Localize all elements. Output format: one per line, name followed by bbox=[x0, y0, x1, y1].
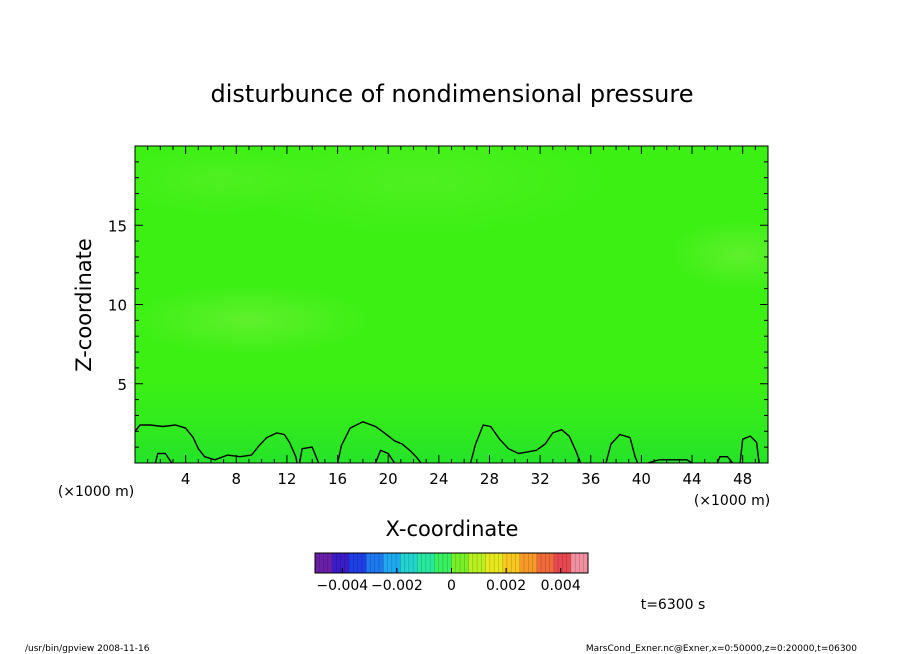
x-tick-label: 12 bbox=[277, 470, 296, 488]
colorbar-tick-labels: −0.004 −0.002 0 0.002 0.004 bbox=[316, 568, 581, 594]
colorbar bbox=[314, 552, 589, 574]
colorbar-swatch bbox=[553, 553, 572, 573]
x-tick-label: 32 bbox=[531, 470, 550, 488]
colorbar-swatch bbox=[366, 553, 384, 573]
colorbar-swatch bbox=[349, 553, 367, 573]
colorbar-swatch bbox=[502, 553, 521, 573]
contour-line bbox=[298, 446, 320, 463]
colorbar-swatch bbox=[434, 553, 452, 573]
y-axis-label: Z-coordinate bbox=[72, 238, 96, 372]
x-unit-left: (×1000 m) bbox=[58, 484, 134, 500]
x-tick-label: 40 bbox=[632, 470, 651, 488]
footer-left: /usr/bin/gpview 2008-11-16 bbox=[25, 644, 150, 654]
colorbar-swatch bbox=[332, 553, 350, 573]
contour-line bbox=[374, 449, 396, 463]
x-tick-label: 8 bbox=[232, 470, 242, 488]
colorbar-swatch bbox=[383, 553, 401, 573]
plot-area bbox=[135, 146, 768, 463]
colorbar-tick-label: 0.004 bbox=[541, 578, 581, 594]
footer-right: MarsCond_Exner.nc@Exner,x=0:50000,z=0:20… bbox=[586, 644, 857, 654]
x-axis: 4 8 12 16 20 24 28 32 36 40 44 48 bbox=[147, 146, 756, 488]
y-tick-label: 15 bbox=[108, 217, 127, 235]
field-lower-band bbox=[135, 380, 768, 463]
contour-line bbox=[336, 421, 422, 463]
colorbar-swatch bbox=[519, 553, 538, 573]
x-tick-label: 36 bbox=[581, 470, 600, 488]
colorbar-swatch bbox=[315, 553, 333, 573]
field-blob bbox=[135, 146, 330, 215]
x-axis-label: X-coordinate bbox=[386, 517, 519, 541]
colorbar-tick-label: 0 bbox=[447, 578, 456, 594]
contour-line bbox=[605, 433, 639, 463]
colorbar-swatch bbox=[400, 553, 418, 573]
x-tick-label: 48 bbox=[733, 470, 752, 488]
x-tick-label: 28 bbox=[480, 470, 499, 488]
x-tick-label: 20 bbox=[379, 470, 398, 488]
x-tick-label: 16 bbox=[328, 470, 347, 488]
colorbar-swatch bbox=[417, 553, 435, 573]
time-label: t=6300 s bbox=[641, 597, 706, 613]
field-blob bbox=[230, 146, 610, 235]
colorbar-swatch bbox=[536, 553, 555, 573]
y-tick-label: 10 bbox=[108, 297, 127, 315]
contour-line bbox=[135, 424, 298, 463]
x-tick-label: 24 bbox=[429, 470, 448, 488]
y-tick-label: 5 bbox=[117, 376, 127, 394]
contour-line bbox=[154, 452, 173, 463]
x-tick-label: 44 bbox=[682, 470, 701, 488]
field-blob bbox=[670, 220, 768, 290]
colorbar-swatch bbox=[451, 553, 469, 573]
colorbar-swatch bbox=[485, 553, 503, 573]
colorbar-swatch bbox=[570, 553, 589, 573]
y-unit-right: (×1000 m) bbox=[694, 493, 770, 509]
field-blob bbox=[135, 285, 370, 355]
chart-title: disturbunce of nondimensional pressure bbox=[211, 80, 694, 108]
contour-line bbox=[739, 435, 760, 463]
colorbar-tick-label: −0.004 bbox=[316, 578, 368, 594]
y-axis: 5 10 15 bbox=[108, 161, 768, 448]
colorbar-tick-label: −0.002 bbox=[371, 578, 423, 594]
contour-line bbox=[647, 459, 693, 463]
x-tick-label: 4 bbox=[181, 470, 191, 488]
colorbar-swatch bbox=[468, 553, 486, 573]
contour-line bbox=[469, 424, 582, 463]
colorbar-tick-label: 0.002 bbox=[486, 578, 526, 594]
